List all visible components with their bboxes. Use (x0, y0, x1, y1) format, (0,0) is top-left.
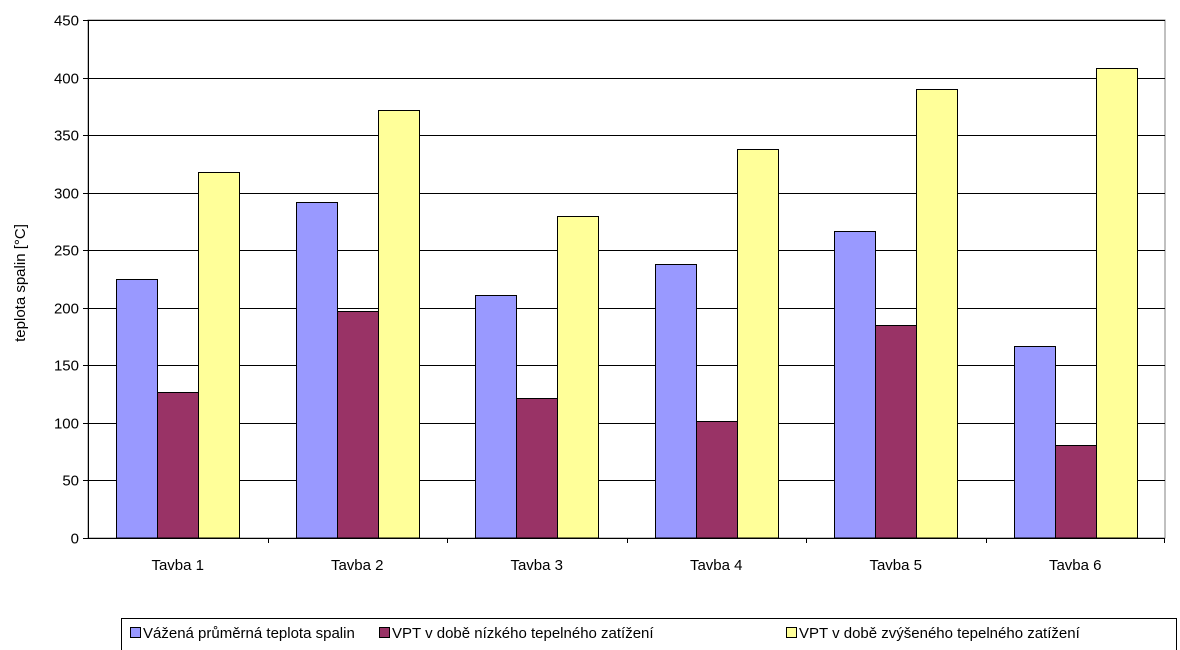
y-tick-label: 400 (54, 71, 79, 88)
y-tick-label: 250 (54, 243, 79, 260)
bar (875, 325, 917, 539)
y-tick-label: 450 (54, 13, 79, 30)
bar (834, 231, 876, 539)
bar (337, 311, 379, 539)
y-tick-label: 100 (54, 416, 79, 433)
plot-area (87, 19, 1166, 539)
y-tick-label: 150 (54, 358, 79, 375)
legend-swatch (786, 627, 797, 638)
bar (516, 398, 558, 539)
tick-labels: 0 50 100 150 200 250 300 350 400 450 Tavba 1 Tavba … (54, 13, 1102, 575)
bar (198, 172, 240, 539)
x-tick-label: Tavba 3 (510, 557, 563, 574)
gridlines (87, 19, 1166, 539)
legend-swatch (130, 627, 141, 638)
axes (83, 20, 1165, 543)
y-tick-label: 350 (54, 128, 79, 145)
bar (737, 149, 779, 539)
y-axis-title: teplota spalin [°C] (12, 224, 29, 342)
bar (696, 421, 738, 539)
legend: Vážená průměrná teplota spalin VPT v době… (121, 618, 1177, 650)
bar (655, 264, 697, 539)
x-tick-label: Tavba 2 (331, 557, 384, 574)
x-tick-label: Tavba 4 (690, 557, 743, 574)
bar (916, 89, 958, 539)
bar (157, 392, 199, 539)
bars (116, 68, 1138, 539)
y-tick-label: 0 (71, 531, 79, 548)
x-tick-label: Tavba 1 (151, 557, 204, 574)
legend-label: VPT v době zvýšeného tepelného zatížení (799, 625, 1081, 642)
bar (475, 295, 517, 539)
bar (557, 216, 599, 539)
y-tick-label: 50 (62, 473, 79, 490)
y-tick-label: 200 (54, 301, 79, 318)
x-tick-label: Tavba 5 (869, 557, 922, 574)
y-tick-label: 300 (54, 186, 79, 203)
bar (1096, 68, 1138, 539)
legend-box (121, 618, 1177, 650)
bar (296, 202, 338, 539)
x-tick-label: Tavba 6 (1049, 557, 1102, 574)
bar (1014, 346, 1056, 539)
bar (1055, 445, 1097, 539)
legend-swatch (379, 627, 390, 638)
bar (378, 110, 420, 539)
legend-label: VPT v době nízkého tepelného zatížení (392, 625, 654, 642)
legend-label: Vážená průměrná teplota spalin (143, 625, 355, 642)
bar (116, 279, 158, 539)
